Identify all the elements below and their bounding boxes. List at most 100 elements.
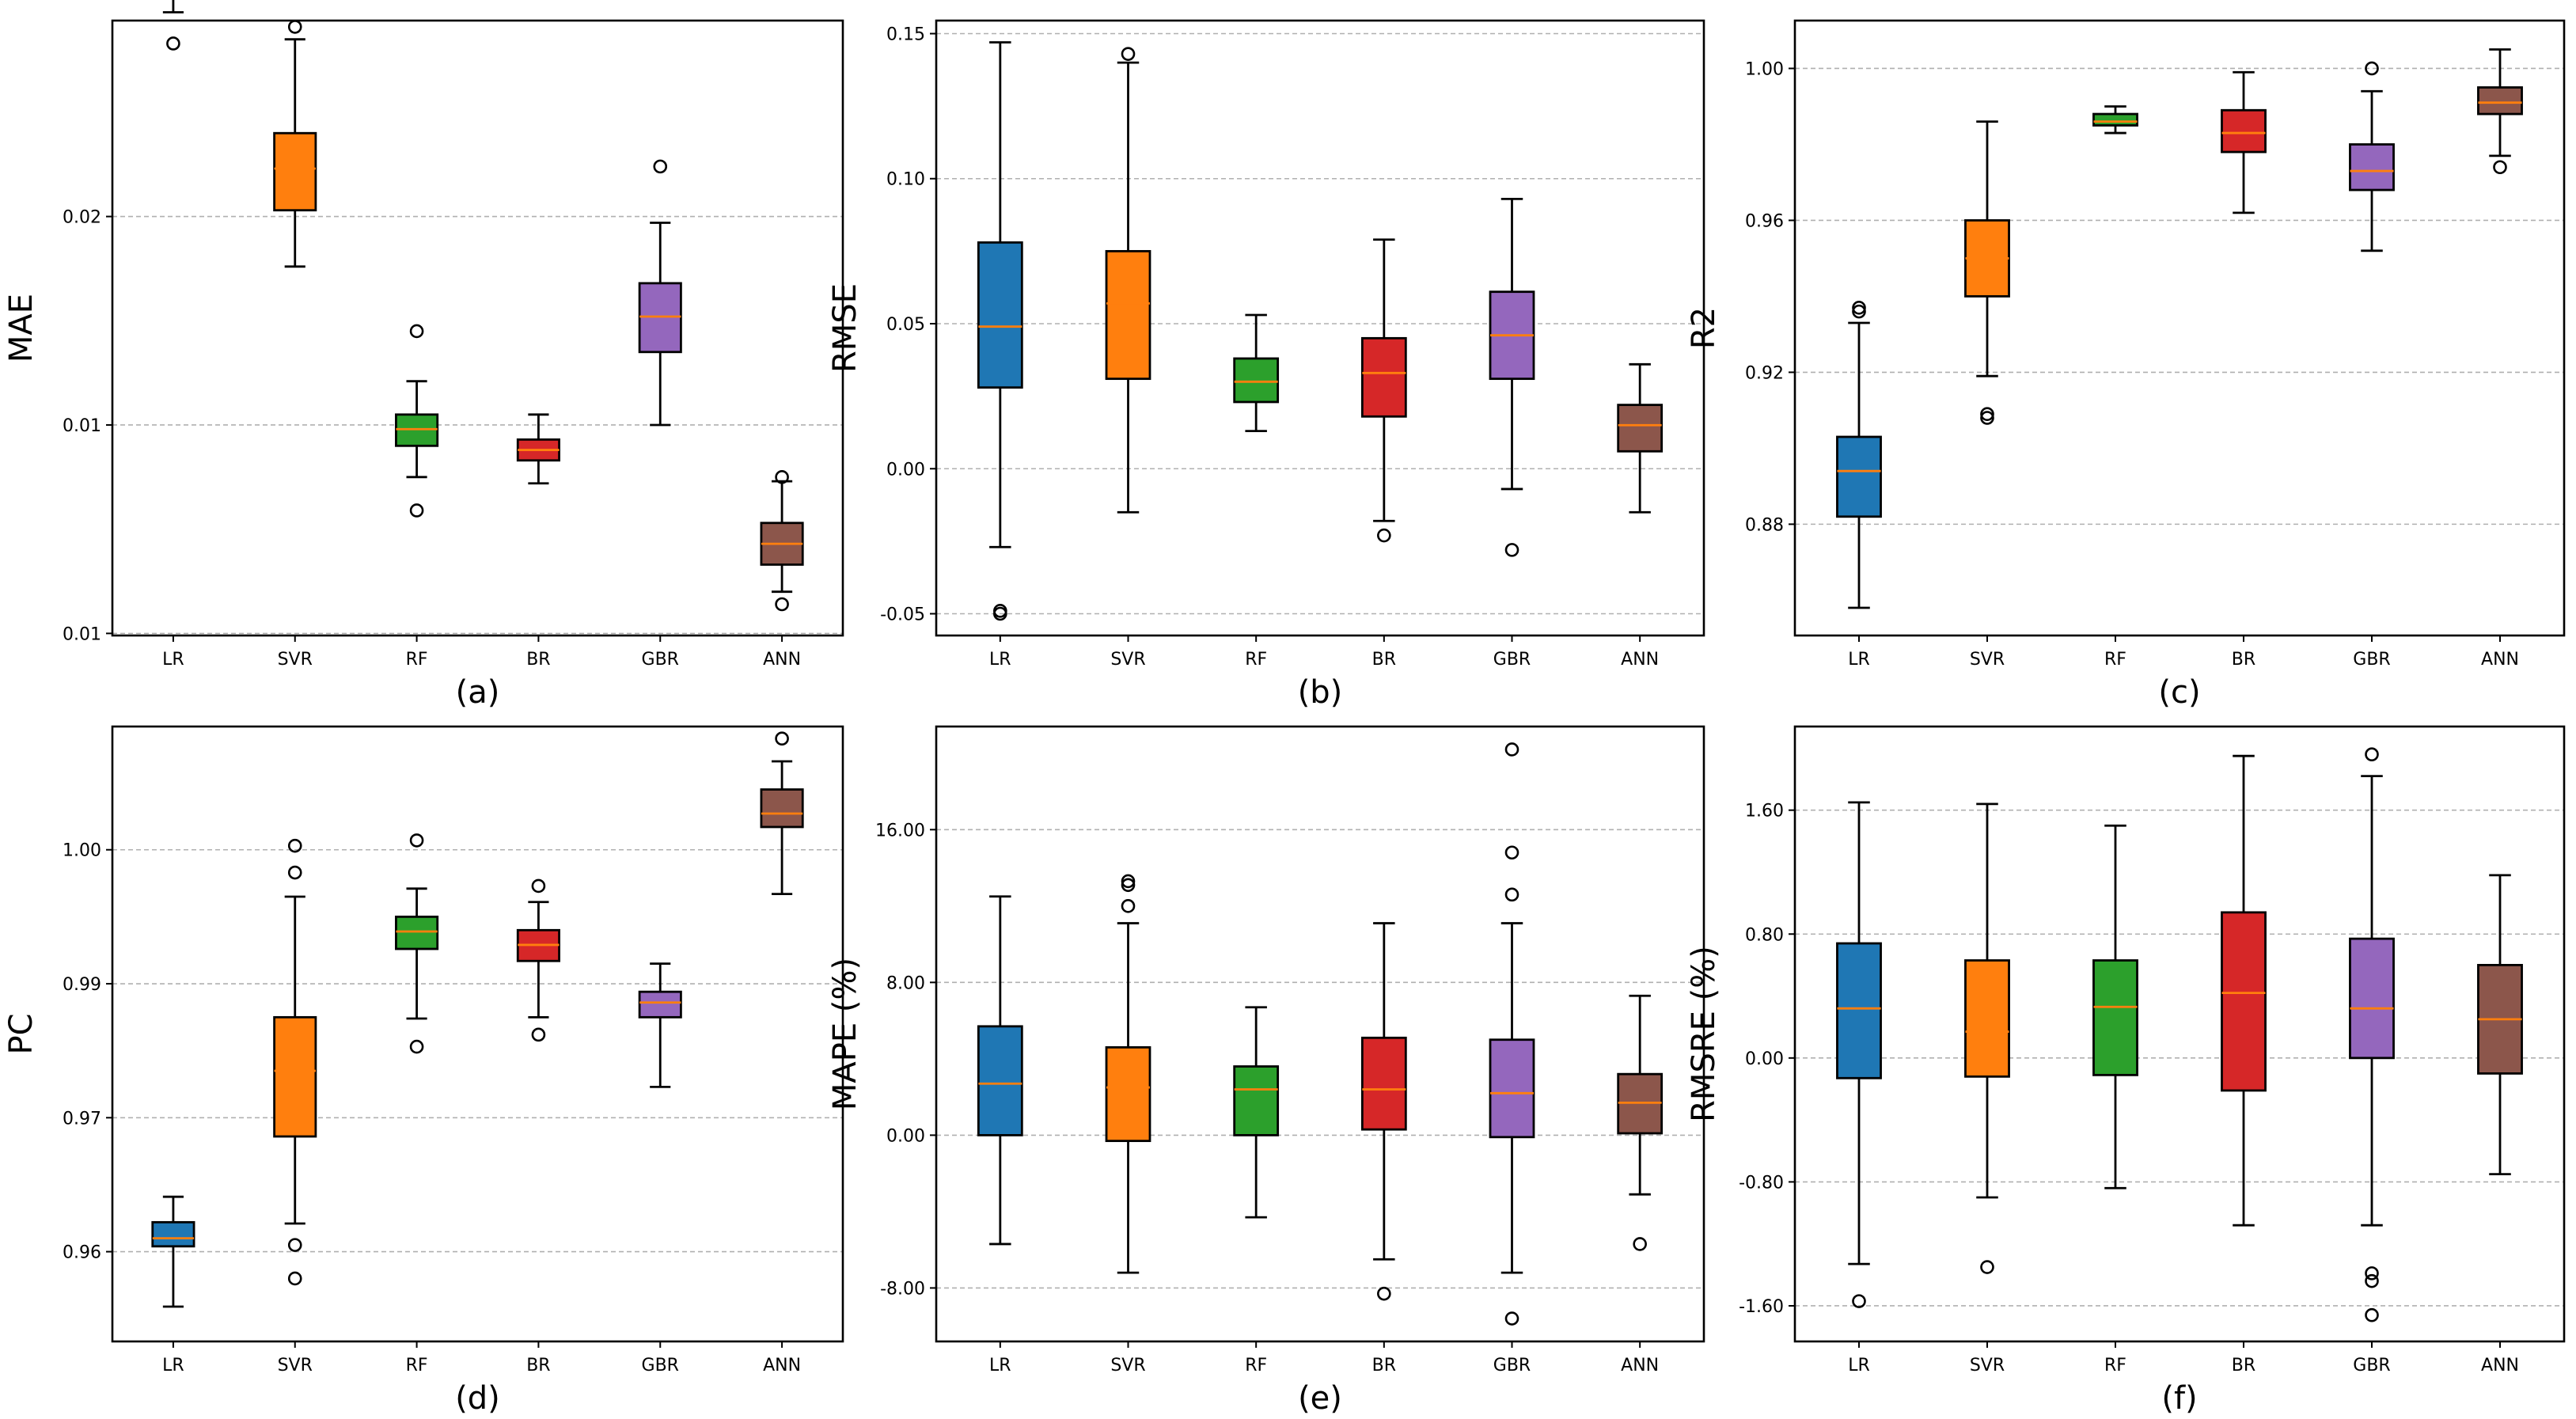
x-tick-label: BR (2232, 650, 2255, 670)
box-body (2221, 108, 2267, 154)
panel-b-rmse-chart: -0.05 0.00 0.05 0.10 0.15 LR SVR RF BR GBR ANN RMSE… (827, 19, 1705, 711)
box-br (516, 413, 560, 485)
outlier-point (1980, 411, 1994, 425)
x-tick-label: RF (406, 1356, 428, 1375)
x-tick-label: SVR (1110, 650, 1145, 670)
box-svr (1105, 874, 1151, 1274)
box-body (760, 788, 804, 829)
y-tick-label: 1.00 (1745, 59, 1784, 79)
panel-d-pc-chart: 0.96 0.97 0.99 1.00 LR SVR RF BR GBR ANN PC (d) (3, 725, 844, 1417)
x-tick-label: GBR (1493, 1356, 1531, 1375)
axes-frame (1793, 19, 2566, 637)
x-tick-label: BR (1372, 1356, 1396, 1375)
panel-label: (c) (2158, 674, 2200, 711)
outlier-point (166, 36, 180, 51)
box-body (2092, 959, 2138, 1076)
y-tick-label: 0.80 (1745, 925, 1784, 945)
outlier-point (409, 1039, 424, 1054)
x-tick-label: LR (989, 1356, 1011, 1375)
outlier-point (1852, 301, 1866, 315)
box-lr (977, 41, 1023, 621)
box-rf (1233, 1006, 1280, 1219)
outlier-point (287, 838, 302, 853)
x-tick-label: LR (162, 1356, 184, 1375)
y-tick-label: 0.99 (63, 975, 101, 995)
box-svr (273, 20, 317, 268)
x-tick-label: RF (406, 650, 428, 670)
box-body (977, 241, 1023, 389)
y-tick-label: 0.88 (1745, 515, 1784, 535)
y-axis-label: MAE (3, 294, 40, 362)
y-tick-label: 0.92 (1745, 363, 1784, 383)
y-tick-label: 0.00 (1745, 1049, 1784, 1069)
y-tick-label: 0.97 (63, 1109, 101, 1129)
panel-a-mae-chart: 0.01 0.01 0.02 LR SVR RF BR GBR ANN MAE (a) (3, 0, 844, 711)
box-body (2221, 911, 2267, 1092)
box-body (273, 131, 317, 212)
outlier-point (1980, 407, 1994, 422)
axes-frame (935, 19, 1705, 637)
x-tick-label: LR (989, 650, 1011, 670)
box-body (1360, 336, 1407, 418)
x-tick-label: RF (1245, 650, 1267, 670)
box-br (1360, 238, 1407, 543)
box-gbr (638, 159, 682, 427)
panel-label: (e) (1298, 1380, 1342, 1417)
panel-c-r2-chart: 0.88 0.92 0.96 1.00 LR SVR RF BR GBR ANN R2 (c) (1686, 19, 2566, 711)
box-lr (1836, 301, 1882, 609)
outlier-point (2493, 160, 2507, 175)
y-tick-label: 0.10 (886, 170, 925, 190)
y-axis-label: R2 (1686, 307, 1722, 349)
outlier-point (1377, 1286, 1391, 1301)
x-tick-label: ANN (763, 650, 801, 670)
box-lr (162, 0, 184, 51)
x-tick-label: ANN (2481, 1356, 2519, 1375)
outlier-point (993, 606, 1007, 621)
box-ann (2477, 48, 2523, 175)
outlier-point (1121, 878, 1136, 893)
y-tick-label: 0.02 (63, 208, 101, 228)
box-ann (760, 731, 804, 896)
x-tick-label: ANN (763, 1356, 801, 1375)
y-tick-label: 8.00 (886, 973, 925, 993)
y-tick-label: -1.60 (1739, 1297, 1784, 1317)
x-tick-label: RF (1245, 1356, 1267, 1375)
y-tick-label: 1.60 (1745, 802, 1784, 821)
box-gbr (638, 962, 682, 1088)
panel-f-rmsre-chart: -1.60 -0.80 0.00 0.80 1.60 LR SVR RF BR GBR ANN RMS… (1686, 725, 2566, 1417)
y-tick-label: 0.00 (886, 1126, 925, 1146)
y-tick-label: -8.00 (880, 1279, 925, 1299)
box-body (2349, 937, 2395, 1060)
y-tick-label: 0.00 (886, 460, 925, 480)
box-br (1360, 922, 1407, 1301)
outlier-point (409, 503, 424, 518)
x-tick-label: ANN (1621, 1356, 1659, 1375)
y-axis-label: PC (3, 1013, 40, 1054)
box-ann (2477, 874, 2523, 1176)
outlier-point (1504, 887, 1519, 902)
box-body (273, 1015, 317, 1138)
box-svr (1964, 802, 2010, 1274)
y-axis-label: RMSE (827, 283, 863, 373)
box-body (1617, 404, 1664, 453)
outlier-point (2365, 61, 2379, 76)
outlier-point (2365, 1266, 2379, 1281)
y-tick-label: 0.96 (63, 1243, 101, 1263)
box-gbr (2349, 61, 2395, 252)
x-tick-label: SVR (1970, 1356, 2005, 1375)
outlier-point (409, 324, 424, 339)
y-tick-label: -0.80 (1739, 1173, 1784, 1193)
box-svr (273, 838, 317, 1286)
box-br (2221, 754, 2267, 1227)
box-svr (1964, 120, 2010, 425)
x-tick-label: GBR (2353, 1356, 2390, 1375)
outlier-point (2365, 1307, 2379, 1322)
y-tick-label: 0.01 (63, 624, 101, 644)
y-tick-label: 0.96 (1745, 211, 1784, 231)
outlier-point (775, 731, 789, 746)
box-body (977, 1025, 1023, 1136)
x-tick-label: BR (1372, 650, 1396, 670)
box-svr (1105, 47, 1151, 514)
outlier-point (1121, 899, 1136, 913)
